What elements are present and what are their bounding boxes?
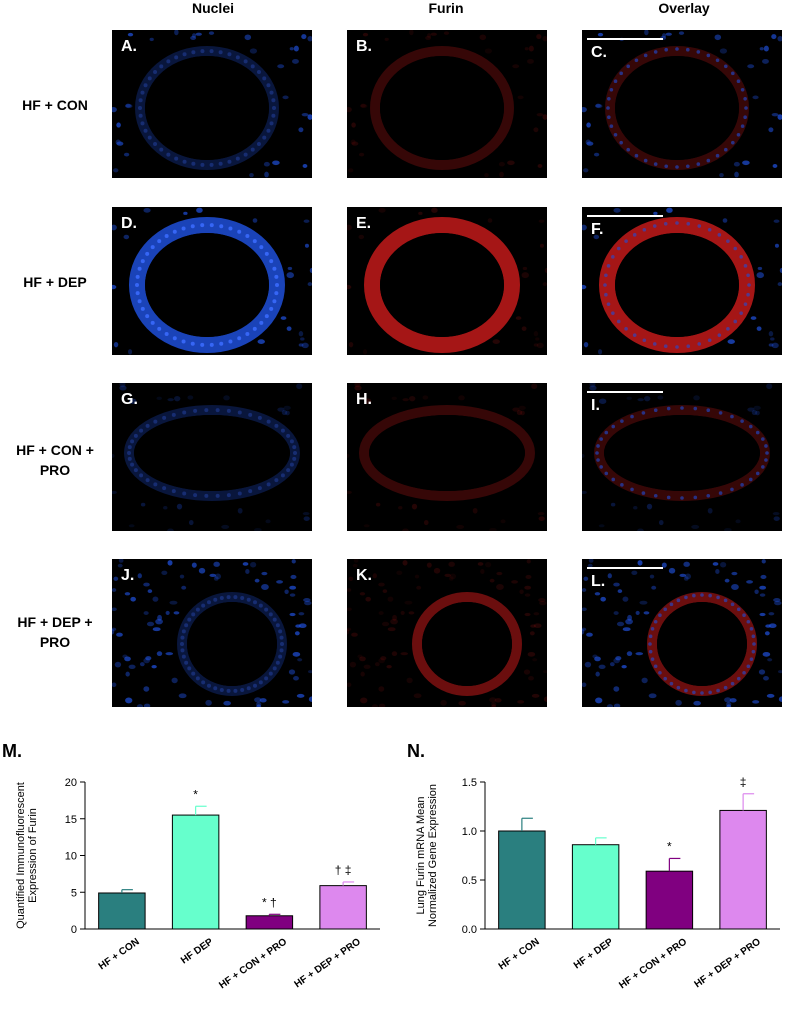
column-heading-furin: Furin [428, 0, 464, 16]
row-label-line: HF + DEP + [17, 614, 93, 630]
panel-label: C. [591, 44, 607, 61]
furin-immunofluorescence-chart: Quantified ImmunofluorescentExpression o… [15, 777, 380, 991]
micrograph-image [347, 559, 547, 707]
panel-label: B. [356, 38, 372, 55]
panel-label: F. [591, 221, 604, 238]
bar [319, 885, 367, 930]
bar [645, 870, 694, 930]
micrograph-image [112, 559, 312, 707]
significance-marker: * † [262, 895, 277, 909]
micrograph-image [582, 559, 782, 707]
micrograph-image [582, 30, 782, 178]
scale-bar [587, 391, 663, 393]
micrograph-image [112, 207, 312, 355]
panel-label: D. [121, 215, 137, 232]
micrograph-overlay: L. [582, 559, 782, 707]
x-category-label: HF + DEP + PRO [692, 936, 763, 990]
y-tick-label: 20 [65, 777, 77, 789]
micrograph-nuclei: A. [112, 30, 312, 178]
x-category-label: HF + CON + PRO [217, 936, 289, 991]
panel-label: J. [121, 567, 135, 584]
bar [171, 814, 220, 930]
column-heading-nuclei: Nuclei [191, 0, 234, 16]
y-tick-label: 5 [71, 887, 77, 899]
micrograph-nuclei: D. [112, 207, 312, 355]
y-tick-label: 1.0 [462, 826, 477, 838]
row-label-hf-dep-pro: HF + DEP + PRO [0, 612, 110, 652]
x-category-label: HF + CON [497, 936, 542, 972]
micrograph-nuclei: J. [112, 559, 312, 707]
bar [571, 844, 620, 930]
panel-label: I. [591, 397, 600, 414]
y-tick-label: 0.0 [462, 924, 477, 936]
micrograph-image [347, 30, 547, 178]
bar [245, 915, 294, 930]
row-label-line: HF + CON [22, 97, 88, 113]
scale-bar [587, 215, 663, 217]
row-label-line: HF + CON + [16, 442, 94, 458]
micrograph-image [112, 30, 312, 178]
panel-label: K. [356, 567, 372, 584]
panel-label: L. [591, 573, 606, 590]
micrograph-overlay: I. [582, 383, 782, 531]
micrograph-overlay: C. [582, 30, 782, 178]
micrograph-overlay: F. [582, 207, 782, 355]
row-label-hf-con: HF + CON [0, 95, 110, 115]
panel-label: H. [356, 391, 372, 408]
bar [719, 809, 767, 930]
row-label-line: PRO [39, 634, 71, 650]
micrograph-image [582, 207, 782, 355]
y-tick-label: 1.5 [462, 777, 477, 789]
x-category-label: HF DEP [179, 936, 216, 966]
row-label-line: PRO [39, 462, 71, 478]
row-label-hf-dep: HF + DEP [0, 272, 110, 292]
micrograph-furin: E. [347, 207, 547, 355]
furin-mrna-expression-chart: Lung Furin mRNA MeanNormalized Gene Expr… [415, 775, 780, 991]
micrograph-furin: B. [347, 30, 547, 178]
y-tick-label: 10 [65, 851, 77, 863]
panel-label: G. [121, 391, 138, 408]
micrograph-furin: H. [347, 383, 547, 531]
x-category-label: HF + DEP + PRO [292, 936, 363, 990]
y-tick-label: 0.5 [462, 875, 477, 887]
y-tick-label: 15 [65, 814, 77, 826]
micrograph-image [112, 383, 310, 531]
y-axis-label: Quantified ImmunofluorescentExpression o… [15, 782, 39, 929]
significance-marker: * [193, 787, 198, 801]
panel-label: E. [356, 215, 372, 232]
chart-m-panel-label: M. [2, 741, 22, 761]
scale-bar [587, 38, 663, 40]
micrograph-nuclei: G. [112, 383, 312, 531]
micrograph-image [347, 383, 545, 531]
row-label-line: HF + DEP [23, 274, 87, 290]
chart-n-panel-label: N. [407, 741, 425, 761]
significance-marker: * [667, 839, 672, 853]
x-category-label: HF + CON [97, 936, 142, 972]
row-label-hf-con-pro: HF + CON + PRO [0, 440, 110, 480]
micrograph-furin: K. [347, 559, 547, 707]
scale-bar [587, 567, 663, 569]
significance-marker: ‡ [740, 775, 747, 789]
x-category-label: HF + DEP [572, 936, 616, 971]
panel-label: A. [121, 38, 137, 55]
y-tick-label: 0 [71, 924, 77, 936]
y-axis-label: Lung Furin mRNA MeanNormalized Gene Expr… [415, 784, 439, 927]
bar [498, 830, 546, 930]
micrograph-image [347, 207, 547, 355]
micrograph-image [582, 383, 780, 531]
significance-marker: † ‡ [335, 863, 352, 877]
column-heading-overlay: Overlay [658, 0, 710, 16]
x-category-label: HF + CON + PRO [617, 936, 689, 991]
bar [98, 892, 146, 930]
